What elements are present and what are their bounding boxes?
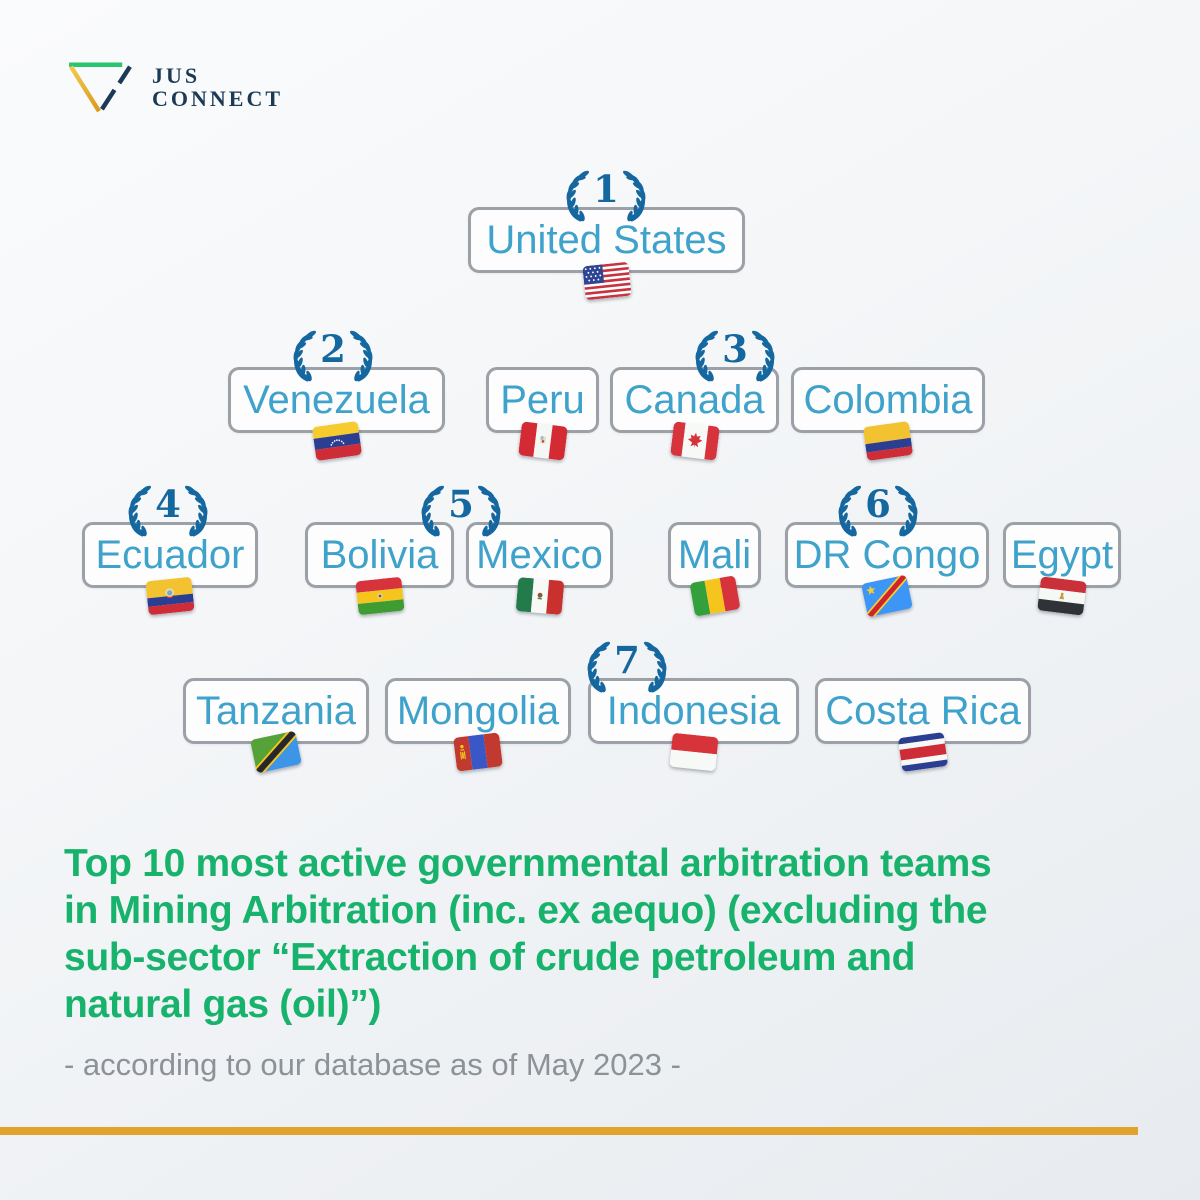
country-box: Tanzania: [183, 678, 369, 744]
laurel-branch-icon: [347, 328, 375, 384]
laurel-rank-3: 3: [679, 326, 791, 384]
country-card-bolivia: Bolivia: [305, 522, 454, 616]
country-card-mongolia: Mongolia: [385, 678, 571, 772]
country-name: DR Congo: [793, 533, 981, 577]
venezuela-flag-icon: [311, 420, 362, 462]
country-card-mexico: Mexico: [466, 522, 613, 615]
country-name: Bolivia: [320, 533, 439, 577]
country-name: Mexico: [476, 533, 603, 577]
country-box: Colombia: [791, 367, 985, 433]
laurel-branch-icon: [126, 483, 154, 539]
rank-number: 3: [722, 327, 748, 371]
country-name: Venezuela: [243, 378, 430, 422]
indonesia-flag-icon: [668, 732, 719, 772]
rank-number: 5: [448, 482, 474, 526]
country-box: Costa Rica: [815, 678, 1031, 744]
country-name: Tanzania: [195, 689, 357, 733]
country-card-indonesia: Indonesia: [588, 678, 799, 772]
peru-flag-icon: [517, 421, 568, 461]
united-states-flag-icon: [581, 261, 632, 301]
country-box: Egypt: [1003, 522, 1121, 588]
laurel-rank-2: 2: [277, 326, 389, 384]
logo-wordmark: JUS CONNECT: [152, 64, 283, 110]
country-card-venezuela: Venezuela: [228, 367, 445, 462]
laurel-rank-6: 6: [822, 481, 934, 539]
title-line-3: sub-sector “Extraction of crude petroleu…: [64, 936, 916, 979]
laurel-branch-icon: [291, 328, 319, 384]
country-card-costa-rica: Costa Rica: [815, 678, 1031, 773]
rank-number: 6: [865, 482, 891, 526]
country-name: Ecuador: [95, 533, 245, 577]
ecuador-flag-icon: [145, 576, 195, 616]
country-box: Canada: [610, 367, 779, 433]
tanzania-flag-icon: [249, 730, 303, 774]
mongolia-flag-icon: [453, 732, 503, 772]
country-box: Mali: [668, 522, 761, 588]
laurel-rank-4: 4: [112, 481, 224, 539]
mexico-flag-icon: [515, 577, 564, 615]
laurel-branch-icon: [749, 328, 777, 384]
country-box: DR Congo: [785, 522, 989, 588]
country-name: Mongolia: [396, 689, 560, 733]
country-box: Ecuador: [82, 522, 258, 588]
jus-connect-logo: JUS CONNECT: [62, 58, 283, 116]
dr-congo-flag-icon: [860, 574, 914, 618]
country-card-canada: Canada: [610, 367, 779, 461]
logo-line2: CONNECT: [152, 86, 284, 111]
country-name: Costa Rica: [825, 689, 1021, 733]
laurel-branch-icon: [836, 483, 864, 539]
country-name: Mali: [677, 533, 752, 577]
laurel-rank-1: 1: [550, 166, 662, 224]
country-box: United States: [468, 207, 745, 273]
egypt-flag-icon: [1037, 576, 1087, 616]
bottom-accent-rule: [0, 1127, 1138, 1135]
bolivia-flag-icon: [354, 576, 405, 616]
laurel-rank-7: 7: [571, 637, 683, 695]
laurel-branch-icon: [475, 483, 503, 539]
country-box: Mongolia: [385, 678, 571, 744]
rank-number: 2: [320, 327, 346, 371]
laurel-rank-5: 5: [405, 481, 517, 539]
country-name: Peru: [500, 378, 585, 422]
country-box: Bolivia: [305, 522, 454, 588]
laurel-branch-icon: [182, 483, 210, 539]
laurel-branch-icon: [419, 483, 447, 539]
country-card-united-states: United States: [468, 207, 745, 301]
laurel-branch-icon: [892, 483, 920, 539]
logo-line1: JUS: [152, 63, 201, 88]
title-line-4: natural gas (oil)”): [64, 983, 382, 1026]
infographic-subtitle: - according to our database as of May 20…: [64, 1047, 681, 1082]
country-card-egypt: Egypt: [1003, 522, 1121, 616]
laurel-branch-icon: [564, 168, 592, 224]
country-card-dr-congo: DR Congo: [785, 522, 989, 618]
country-card-colombia: Colombia: [791, 367, 985, 462]
laurel-branch-icon: [585, 639, 613, 695]
country-name: Egypt: [1010, 533, 1114, 577]
title-line-1: Top 10 most active governmental arbitrat…: [64, 842, 992, 885]
rank-number: 4: [155, 482, 181, 526]
title-line-2: in Mining Arbitration (inc. ex aequo) (e…: [64, 889, 988, 932]
country-name: Canada: [624, 378, 765, 422]
rank-number: 1: [593, 167, 619, 211]
canada-flag-icon: [669, 421, 720, 461]
country-box: Peru: [486, 367, 599, 433]
laurel-branch-icon: [693, 328, 721, 384]
country-name: Indonesia: [606, 689, 781, 733]
country-name: Colombia: [803, 378, 973, 422]
laurel-branch-icon: [620, 168, 648, 224]
rank-number: 7: [614, 638, 640, 682]
colombia-flag-icon: [862, 420, 914, 462]
costa-rica-flag-icon: [897, 731, 949, 773]
infographic-title: Top 10 most active governmental arbitrat…: [64, 840, 1154, 1028]
country-card-tanzania: Tanzania: [183, 678, 369, 774]
country-card-mali: Mali: [668, 522, 761, 617]
country-card-ecuador: Ecuador: [82, 522, 258, 616]
logo-triangle-icon: [69, 62, 132, 113]
country-card-peru: Peru: [486, 367, 599, 461]
mali-flag-icon: [688, 575, 741, 617]
laurel-branch-icon: [641, 639, 669, 695]
country-name: United States: [486, 218, 727, 262]
